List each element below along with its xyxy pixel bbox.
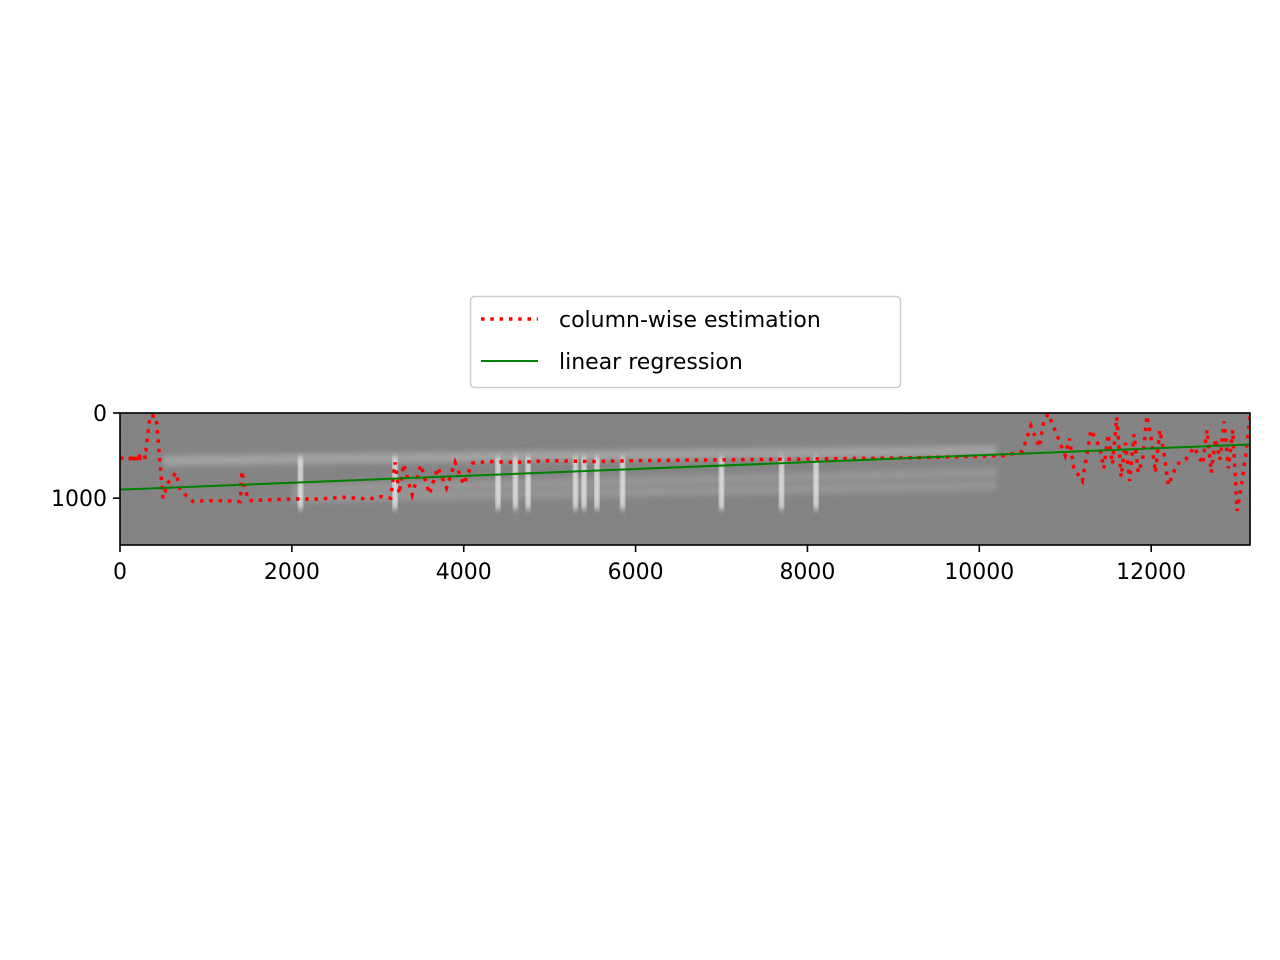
y-tick-label: 1000 xyxy=(51,487,107,512)
x-tick-label: 8000 xyxy=(779,560,835,585)
series-line-linear-regression xyxy=(120,443,1250,491)
axes-frame xyxy=(119,412,1251,546)
trace-band xyxy=(162,445,997,466)
bright-spectral-line xyxy=(813,457,819,510)
image-features xyxy=(162,445,997,510)
x-tick-label: 6000 xyxy=(608,560,664,585)
x-tick-label: 4000 xyxy=(436,560,492,585)
x-tick-label: 0 xyxy=(113,560,127,585)
bright-spectral-line xyxy=(392,457,398,510)
x-tick-label: 10000 xyxy=(944,560,1014,585)
bright-spectral-line xyxy=(719,457,725,510)
trace-band xyxy=(291,480,997,504)
bright-spectral-line xyxy=(495,457,501,510)
legend-frame xyxy=(469,295,902,389)
trace-band xyxy=(291,467,997,495)
bright-spectral-line xyxy=(779,457,785,510)
bright-spectral-line xyxy=(512,457,518,510)
bright-spectral-line xyxy=(572,457,578,510)
bright-spectral-line xyxy=(620,457,626,510)
series-dot xyxy=(137,456,142,461)
x-axis: 0 2000 4000 6000 8000 10000 12000 xyxy=(113,545,1186,585)
plot-area xyxy=(120,413,1250,545)
series-dot xyxy=(134,456,139,461)
series-line-column-wise-estimation xyxy=(120,413,1250,512)
y-tick-label: 0 xyxy=(93,402,107,427)
series-dot xyxy=(128,456,133,461)
y-axis: 0 1000 xyxy=(51,402,120,512)
bright-spectral-line xyxy=(581,457,587,510)
bright-spectral-line xyxy=(525,457,531,510)
legend: column-wise estimation linear regression xyxy=(469,295,902,389)
x-tick-label: 2000 xyxy=(264,560,320,585)
series-dot xyxy=(143,455,147,460)
bright-spectral-line xyxy=(594,457,600,510)
series-layer xyxy=(120,413,1250,512)
legend-label-linear-regression: linear regression xyxy=(559,350,743,375)
series-dot xyxy=(132,456,136,461)
x-tick-label: 12000 xyxy=(1116,560,1186,585)
legend-label-column-wise-estimation: column-wise estimation xyxy=(559,308,821,333)
